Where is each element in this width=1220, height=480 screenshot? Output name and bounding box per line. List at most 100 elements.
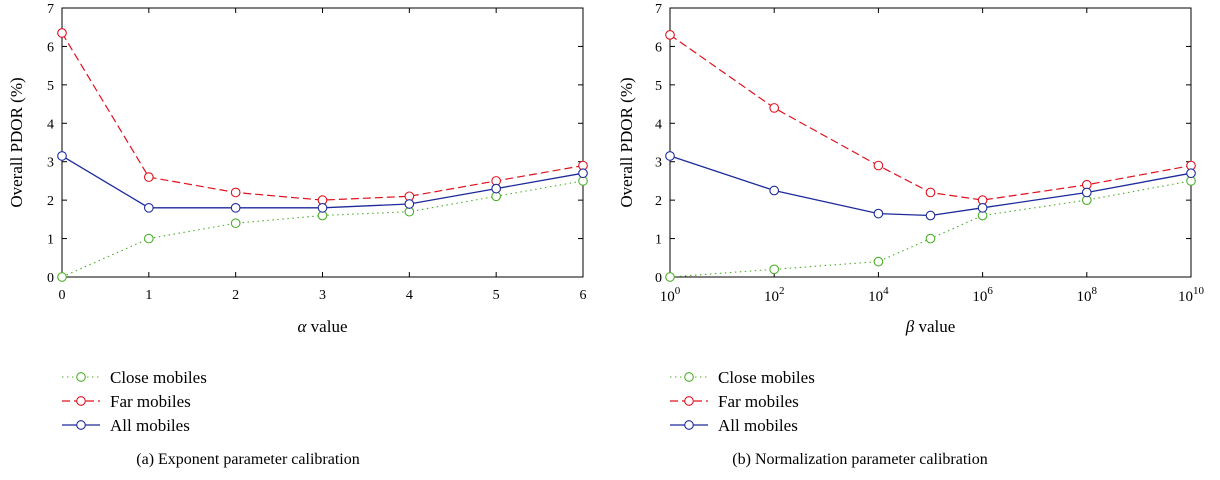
data-point xyxy=(925,233,936,244)
series-line xyxy=(669,155,1192,217)
data-point xyxy=(230,218,241,229)
x-tick-base: 10 xyxy=(972,289,987,305)
y-tick-label: 4 xyxy=(655,117,662,132)
x-axis-label: α value xyxy=(297,317,347,336)
series-line xyxy=(61,32,584,201)
data-point xyxy=(1186,168,1196,179)
series-far xyxy=(57,28,588,205)
y-tick-label: 6 xyxy=(47,40,54,55)
data-point xyxy=(57,151,67,161)
y-tick-label: 0 xyxy=(655,271,662,286)
data-point xyxy=(769,103,780,113)
x-tick-label: 104 xyxy=(868,285,889,305)
data-point xyxy=(873,208,884,219)
data-point xyxy=(873,160,884,171)
data-point xyxy=(143,233,154,244)
x-tick-label: 4 xyxy=(406,288,413,303)
legend-marker xyxy=(76,396,86,406)
legend-marker xyxy=(684,420,694,430)
series-line xyxy=(669,34,1192,201)
legend-label: All mobiles xyxy=(110,416,190,435)
x-tick-label: 1010 xyxy=(1178,285,1205,305)
data-point xyxy=(925,187,936,198)
data-point xyxy=(57,272,67,282)
x-tick-label: 5 xyxy=(493,288,500,303)
data-point xyxy=(143,202,154,213)
x-tick-exponent: 6 xyxy=(987,285,993,297)
data-point xyxy=(578,168,588,179)
data-point xyxy=(317,202,328,213)
x-axis-text: value xyxy=(306,317,347,336)
legend-entry-far: Far mobiles xyxy=(62,392,191,411)
x-tick-exponent: 0 xyxy=(675,285,681,297)
y-tick-label: 2 xyxy=(47,194,54,209)
y-axis-label: Overall PDOR (%) xyxy=(7,77,26,207)
data-point xyxy=(404,199,415,209)
data-point xyxy=(665,30,675,40)
series-far xyxy=(665,30,1196,205)
x-tick-exponent: 4 xyxy=(883,285,889,297)
legend-label: Close mobiles xyxy=(110,368,207,387)
y-tick-label: 1 xyxy=(47,233,54,248)
chart-caption: (a) Exponent parameter calibration xyxy=(136,451,359,468)
legend-label: Close mobiles xyxy=(718,368,815,387)
legend-marker xyxy=(684,372,694,382)
y-tick-label: 7 xyxy=(655,2,662,17)
x-tick-label: 108 xyxy=(1077,285,1098,305)
x-tick-base: 10 xyxy=(764,289,779,305)
x-tick-label: 2 xyxy=(232,288,239,303)
legend-entry-far: Far mobiles xyxy=(670,392,799,411)
plot-frame xyxy=(669,7,1192,278)
legend-entry-all: All mobiles xyxy=(670,416,798,435)
data-point xyxy=(873,256,884,267)
data-point xyxy=(769,185,780,196)
x-tick-label: 100 xyxy=(660,285,681,305)
legend-marker xyxy=(76,420,86,430)
y-tick-label: 4 xyxy=(47,117,54,132)
x-tick-exponent: 8 xyxy=(1092,285,1098,297)
legend-label: Far mobiles xyxy=(110,392,191,411)
chart-a: 0 1 2 3 4 5 6 7 0 1 2 3 4 5 6 Overall PDOR (%) α value Cl… xyxy=(7,2,588,468)
legend-entry-close: Close mobiles xyxy=(62,368,207,387)
x-tick-base: 10 xyxy=(1178,289,1193,305)
legend-label: Far mobiles xyxy=(718,392,799,411)
x-axis-text: value xyxy=(914,317,955,336)
y-tick-label: 0 xyxy=(47,271,54,286)
data-point xyxy=(143,172,154,182)
x-tick-label: 1 xyxy=(145,288,152,303)
plot-frame xyxy=(61,7,584,278)
x-axis-symbol: α xyxy=(297,317,307,336)
y-tick-label: 7 xyxy=(47,2,54,17)
data-point xyxy=(665,151,675,161)
data-point xyxy=(925,210,936,221)
data-point xyxy=(230,187,241,198)
data-point xyxy=(230,202,241,213)
x-axis-label: β value xyxy=(905,317,956,336)
x-tick-exponent: 10 xyxy=(1193,285,1205,297)
data-point xyxy=(769,264,780,275)
series-all xyxy=(665,151,1196,221)
x-tick-base: 10 xyxy=(1077,289,1092,305)
y-tick-label: 5 xyxy=(655,79,662,94)
series-close xyxy=(57,176,588,282)
x-tick-label: 6 xyxy=(580,288,587,303)
data-point xyxy=(491,183,502,194)
data-point xyxy=(665,272,675,282)
x-tick-label: 102 xyxy=(764,285,785,305)
y-tick-label: 6 xyxy=(655,40,662,55)
y-axis-label: Overall PDOR (%) xyxy=(617,77,636,207)
legend-entry-all: All mobiles xyxy=(62,416,190,435)
data-point xyxy=(977,202,988,213)
y-tick-label: 3 xyxy=(47,156,54,171)
legend-marker xyxy=(684,396,694,406)
data-point xyxy=(57,28,67,38)
legend-label: All mobiles xyxy=(718,416,798,435)
x-tick-base: 10 xyxy=(868,289,883,305)
x-tick-exponent: 2 xyxy=(779,285,785,297)
x-tick-label: 0 xyxy=(59,288,66,303)
x-axis-symbol: β xyxy=(905,317,915,336)
y-tick-label: 3 xyxy=(655,156,662,171)
legend-entry-close: Close mobiles xyxy=(670,368,815,387)
legend-marker xyxy=(76,372,86,382)
